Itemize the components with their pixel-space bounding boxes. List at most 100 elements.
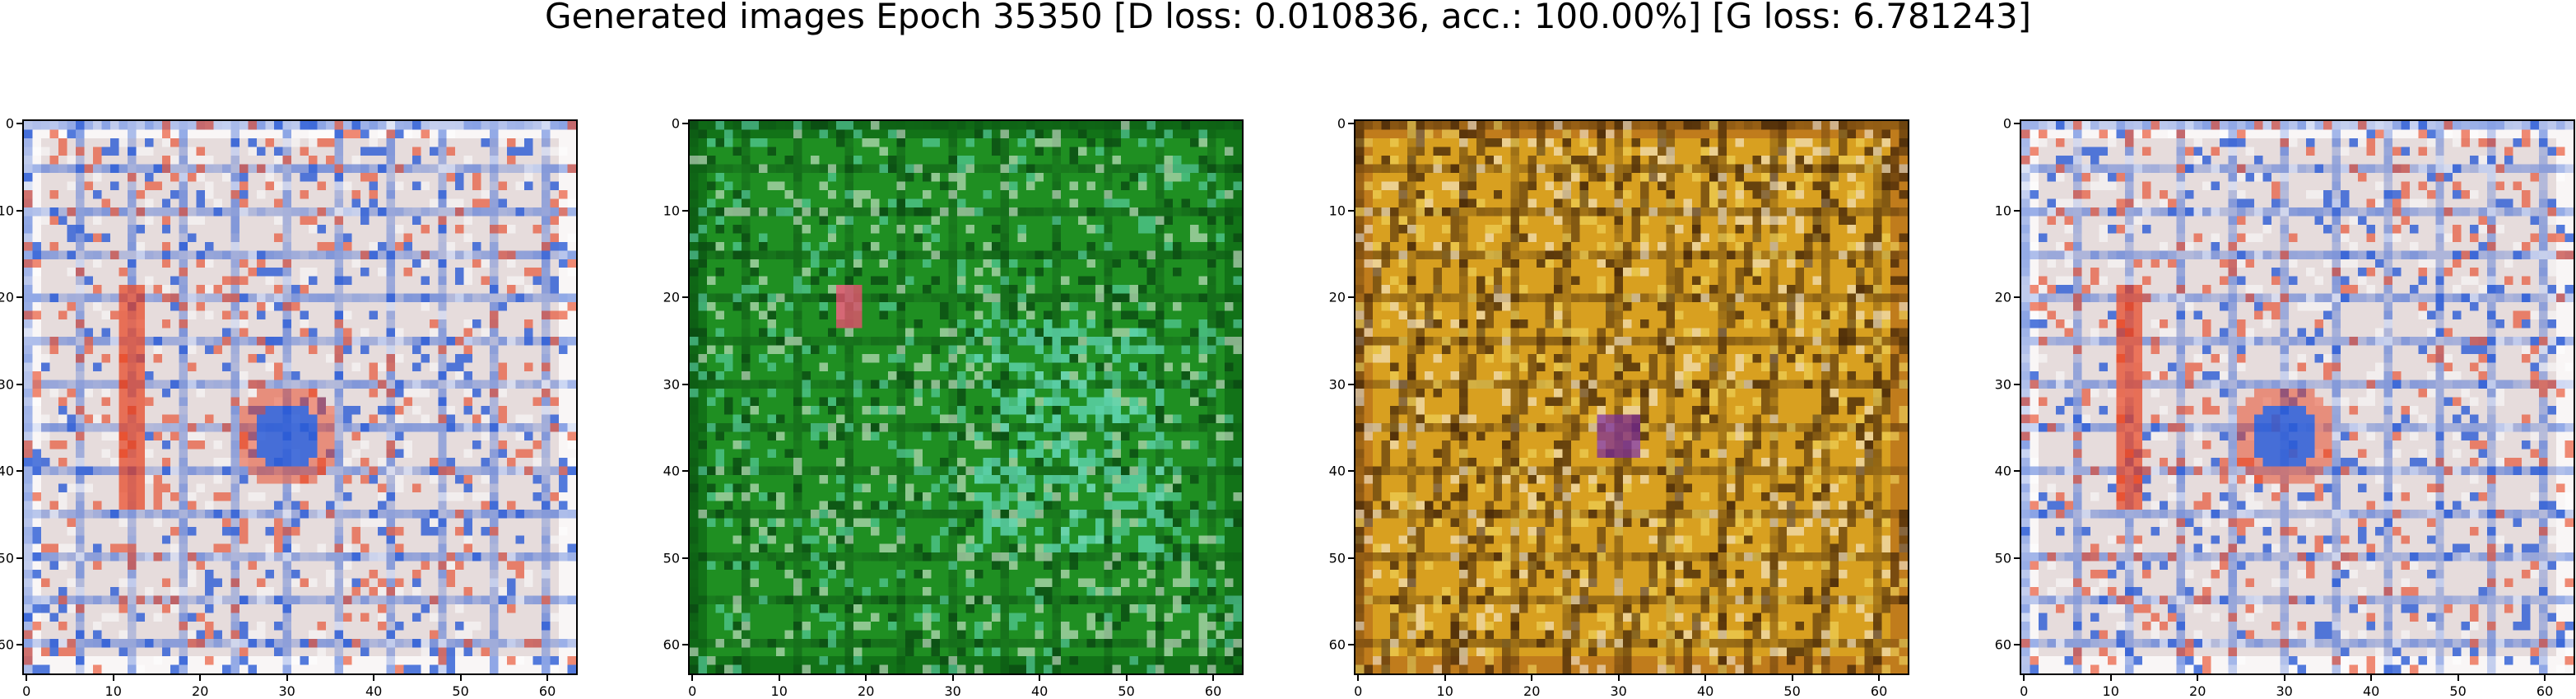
x-tick-label: 0 [688,683,697,699]
x-tick [778,675,780,681]
x-tick [951,675,954,681]
x-tick [2283,675,2285,681]
y-tick [16,557,22,559]
x-tick-label: 10 [105,683,122,699]
y-tick-label: 40 [0,463,14,479]
x-tick [546,675,549,681]
y-tick [16,209,22,212]
y-tick [2014,557,2020,559]
x-tick-label: 60 [538,683,556,699]
y-tick-label: 40 [663,463,680,479]
y-tick [2014,470,2020,473]
y-tick-label: 10 [663,203,680,219]
y-tick [1348,470,1354,473]
x-tick [2457,675,2459,681]
generated-image [1355,121,1908,673]
x-tick-label: 60 [1870,683,1888,699]
y-tick [682,209,688,212]
x-tick [2197,675,2199,681]
x-tick-label: 30 [2276,683,2293,699]
image-axes [688,119,1244,675]
x-tick [1039,675,1041,681]
x-tick-label: 40 [365,683,383,699]
x-tick [1444,675,1446,681]
x-tick-label: 50 [2449,683,2467,699]
figure-title: Generated images Epoch 35350 [D loss: 0.… [544,0,2032,36]
x-tick-label: 30 [1610,683,1627,699]
y-tick-label: 20 [663,289,680,305]
y-tick-label: 30 [1328,376,1346,393]
x-tick-label: 50 [1118,683,1135,699]
x-tick [1617,675,1620,681]
x-tick [199,675,202,681]
x-tick-label: 40 [1030,683,1049,699]
x-tick-label: 60 [2536,683,2554,699]
x-tick [286,675,288,681]
y-tick [2014,644,2020,646]
y-tick-label: 20 [0,289,14,305]
y-tick-label: 30 [1994,376,2011,393]
y-tick-label: 40 [1328,463,1346,479]
y-tick [682,296,688,299]
y-tick-label: 60 [0,636,14,653]
y-tick [682,470,688,473]
y-tick [1348,209,1354,212]
x-tick [2109,675,2112,681]
x-tick-label: 20 [192,683,209,699]
x-tick-label: 30 [278,683,295,699]
y-tick [16,383,22,385]
y-tick-label: 10 [1328,203,1346,219]
y-tick [2014,383,2020,385]
y-tick-label: 10 [1994,203,2011,219]
x-tick-label: 10 [2102,683,2119,699]
y-tick [2014,123,2020,125]
y-tick-label: 30 [663,376,680,393]
image-axes [1354,119,1909,675]
generated-image [2021,121,2574,673]
x-tick [26,675,28,681]
x-tick-label: 10 [770,683,788,699]
y-tick [682,123,688,125]
x-tick-label: 60 [1204,683,1222,699]
y-tick [2014,296,2020,299]
y-tick-label: 10 [0,203,14,219]
x-tick [691,675,694,681]
y-tick-label: 20 [1328,289,1346,305]
image-axes [22,119,578,675]
y-tick-label: 50 [663,550,680,566]
x-tick-label: 0 [1354,683,1363,699]
x-tick-label: 10 [1436,683,1453,699]
x-tick-label: 40 [1696,683,1714,699]
generated-image [24,121,576,673]
y-tick [16,470,22,473]
y-tick [1348,123,1354,125]
x-tick [1531,675,1533,681]
y-tick [16,123,22,125]
x-tick [112,675,114,681]
y-tick [1348,644,1354,646]
x-tick [2544,675,2546,681]
y-tick-label: 0 [671,115,680,132]
y-tick-label: 20 [1994,289,2011,305]
x-tick [459,675,462,681]
y-tick-label: 0 [2002,115,2011,132]
x-tick-label: 50 [452,683,469,699]
y-tick-label: 60 [1328,636,1346,653]
y-tick-label: 30 [0,376,14,393]
y-tick [2014,209,2020,212]
y-tick-label: 50 [1994,550,2011,566]
y-tick [682,383,688,385]
x-tick [1878,675,1881,681]
x-tick [1357,675,1360,681]
x-tick-label: 0 [22,683,31,699]
x-tick [2370,675,2373,681]
x-tick-label: 40 [2362,683,2380,699]
y-tick [16,644,22,646]
y-tick-label: 50 [0,550,14,566]
y-tick [1348,383,1354,385]
x-tick-label: 20 [858,683,875,699]
x-tick [1704,675,1707,681]
x-tick-label: 20 [1523,683,1541,699]
x-tick [2023,675,2025,681]
x-tick [1212,675,1215,681]
